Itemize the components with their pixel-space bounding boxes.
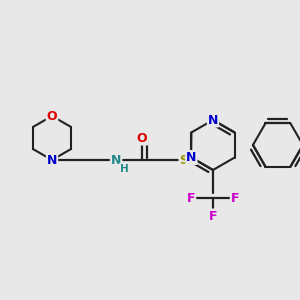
Text: F: F [209, 209, 217, 223]
Text: S: S [179, 154, 188, 166]
Text: F: F [187, 191, 195, 205]
Text: O: O [137, 131, 147, 145]
Text: N: N [208, 113, 218, 127]
Text: N: N [111, 154, 121, 166]
Text: H: H [120, 164, 128, 174]
Text: O: O [47, 110, 57, 122]
Text: N: N [47, 154, 57, 166]
Text: F: F [231, 191, 239, 205]
Text: N: N [186, 151, 197, 164]
